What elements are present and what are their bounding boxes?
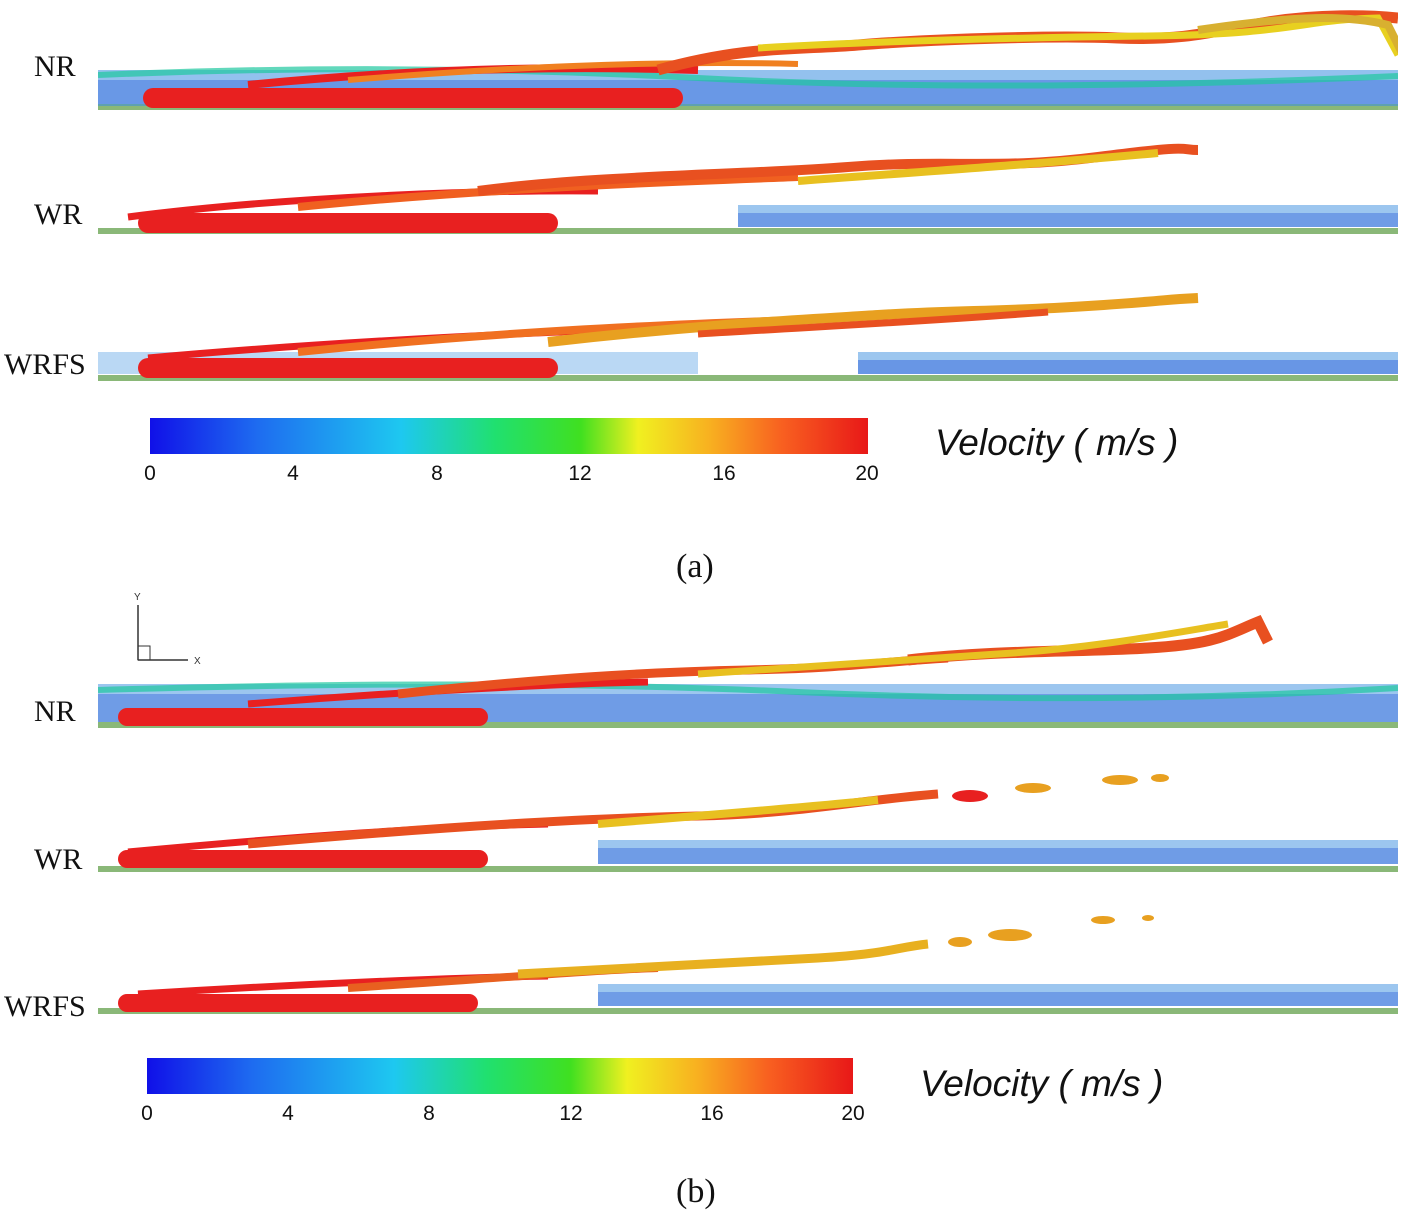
colorbar-b-tick-16: 16 — [700, 1102, 724, 1125]
colorbar-b-tick-20: 20 — [841, 1102, 865, 1125]
colorbar-a-tick-0: 0 — [144, 462, 156, 485]
colorbar-a-tick-4: 4 — [287, 462, 299, 485]
colorbar-a-tick-8: 8 — [431, 462, 443, 485]
colorbar-b-tick-0: 0 — [141, 1102, 153, 1125]
colorbar-b-tick-12: 12 — [559, 1102, 583, 1125]
vortex-plot-b-wrfs — [98, 915, 1398, 1014]
colorbar-b-title: Velocity ( m/s ) — [920, 1063, 1164, 1104]
colorbar-a-tick-16: 16 — [712, 462, 736, 485]
vortex-plot-a-nr — [98, 10, 1398, 110]
row-label-a-nr: NR — [34, 50, 76, 83]
colorbar-a-tick-20: 20 — [855, 462, 879, 485]
row-label-b-wrfs: WRFS — [4, 990, 86, 1023]
colorbar-b-tick-4: 4 — [282, 1102, 294, 1125]
colorbar-b-tick-8: 8 — [423, 1102, 435, 1125]
row-label-a-wrfs: WRFS — [4, 348, 86, 381]
axis-indicator-x-label: X — [194, 656, 201, 667]
axis-indicator-y-label: Y — [134, 592, 141, 603]
colorbar-a-title: Velocity ( m/s ) — [935, 422, 1179, 463]
panel-caption-b: (b) — [676, 1173, 716, 1210]
vortex-plot-a-wr — [98, 143, 1398, 234]
row-label-a-wr: WR — [34, 198, 83, 231]
colorbar-a — [150, 418, 868, 454]
colorbar-a-tick-12: 12 — [568, 462, 592, 485]
vortex-plot-b-wr — [98, 774, 1398, 872]
row-label-b-nr: NR — [34, 695, 76, 728]
axis-indicator-icon: Y X — [134, 592, 201, 667]
vortex-plot-b-nr — [98, 615, 1398, 728]
row-label-b-wr: WR — [34, 843, 83, 876]
vortex-plot-a-wrfs — [98, 293, 1398, 381]
panel-caption-a: (a) — [676, 548, 714, 585]
colorbar-b — [147, 1058, 853, 1094]
